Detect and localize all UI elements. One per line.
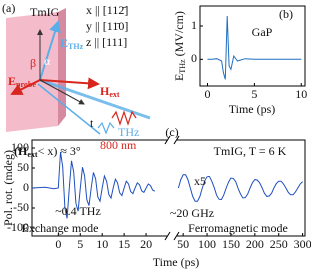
x-tick-label: 0 [55, 237, 61, 251]
x-tick-label: 200 [246, 237, 264, 251]
e-thz-arrow [39, 20, 61, 81]
axis-label: y || [11̄0] [86, 19, 128, 33]
break-mark [173, 231, 180, 241]
x-tick-label: 300 [294, 237, 311, 251]
beta-label: β [30, 56, 36, 70]
axis-arrow [39, 79, 85, 105]
thz-wave [97, 121, 115, 135]
break-mark [164, 135, 171, 145]
annotation: Ferromagnetic mode [188, 221, 288, 235]
x-tick-label: 100 [198, 237, 216, 251]
pump-label: 800 nm [100, 138, 137, 152]
y-tick-label: 50 [17, 160, 29, 174]
caption-main: (H [14, 144, 28, 158]
figure: (a) TmIG x || [112̄] y || [11̄0] z || [1… [1, 1, 311, 269]
subscript: THz [68, 42, 84, 51]
thz-label: THz [118, 125, 139, 139]
subscript: ext [109, 90, 120, 99]
e-probe-arrow [10, 79, 41, 95]
e-thz-label: ETHz [60, 36, 84, 51]
x-tick-label: 15 [118, 237, 130, 251]
break-mark [164, 231, 171, 241]
panel-label: (b) [279, 7, 293, 21]
y-axis-label: Pol. rot. (mdeg) [1, 150, 15, 226]
x-tick-label: 0 [205, 87, 211, 101]
sample-face [6, 12, 58, 132]
material-label: TmIG [30, 5, 60, 19]
h-ext-arrow [39, 77, 100, 90]
break-mark [173, 135, 180, 145]
y-tick-label: 100 [11, 140, 29, 154]
axis-label: x || [112̄] [86, 3, 128, 17]
y-axis-label: ETHz (MV/cm) [172, 11, 187, 81]
annotation: ~20 GHz [170, 206, 214, 220]
annotation: GaP [252, 25, 273, 39]
y-tick-label: 1 [191, 18, 197, 32]
x-tick-label: 5 [77, 237, 83, 251]
y-tick-label: -50 [13, 200, 29, 214]
caption-rest: < x) ≈ 3° [38, 144, 81, 158]
x-tick-label: 50 [177, 237, 189, 251]
symbol: E [172, 74, 186, 81]
subscript: probe [16, 80, 36, 89]
data-line [207, 15, 302, 80]
y-tick-label: 0 [191, 51, 197, 65]
x-tick-label: 10 [295, 87, 307, 101]
symbol: E [8, 74, 16, 88]
axis-break [167, 138, 177, 238]
alpha-label: α [44, 54, 51, 68]
h-ext-label: Hext [100, 84, 120, 99]
annotation: Exchange mode [22, 221, 99, 235]
x-axis-label: Time (ps) [229, 102, 276, 116]
caption: (Hext< x) ≈ 3° [14, 144, 81, 159]
x-tick-label: 150 [222, 237, 240, 251]
x-tick-label: 20 [140, 237, 152, 251]
subscript: THz [178, 59, 187, 74]
panel-label: (a) [2, 1, 15, 15]
e-probe-label: Eprobe [8, 74, 36, 89]
data-line [177, 174, 303, 202]
delay-label: t [90, 116, 94, 130]
symbol: H [100, 84, 110, 98]
annotation: TmIG, T = 6 K [214, 144, 287, 158]
probe-beam [37, 83, 101, 135]
data-line [31, 151, 156, 219]
x-tick-label: 10 [96, 237, 108, 251]
x-tick-label: 5 [251, 87, 257, 101]
pump-wave [111, 110, 137, 126]
plot-frame [199, 5, 306, 87]
axis-label: z || [111] [86, 35, 127, 49]
annotation: x5 [194, 174, 206, 188]
x-axis-label: Time (ps) [153, 255, 200, 269]
sample-side [58, 8, 66, 126]
unit: (MV/cm) [172, 11, 186, 59]
panel-label: (c) [165, 125, 178, 139]
x-tick-label: 250 [270, 237, 288, 251]
y-tick-label: -100 [7, 220, 29, 234]
annotation: ~0.4 THz [55, 204, 101, 218]
y-tick-label: 0 [23, 180, 29, 194]
subscript: ext [27, 150, 38, 159]
diagram: (a) TmIG x || [112̄] y || [11̄0] z || [1… [2, 1, 151, 159]
symbol: E [60, 36, 68, 50]
